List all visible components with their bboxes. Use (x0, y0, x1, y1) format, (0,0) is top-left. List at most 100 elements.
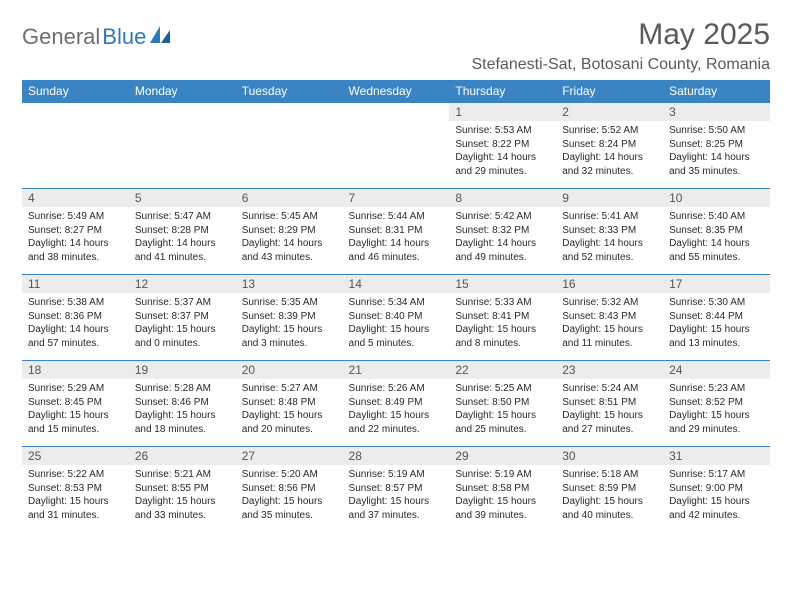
day-details: Sunrise: 5:22 AMSunset: 8:53 PMDaylight:… (22, 465, 129, 526)
day-number: 25 (22, 447, 129, 465)
day-number (236, 103, 343, 121)
day-detail-line: Sunset: 8:57 PM (349, 482, 444, 496)
day-detail-line: Daylight: 15 hours and 8 minutes. (455, 323, 550, 350)
day-detail-line: Daylight: 15 hours and 31 minutes. (28, 495, 123, 522)
day-detail-line: Daylight: 14 hours and 49 minutes. (455, 237, 550, 264)
day-detail-line: Sunset: 8:52 PM (669, 396, 764, 410)
day-detail-line: Sunrise: 5:20 AM (242, 468, 337, 482)
day-details: Sunrise: 5:53 AMSunset: 8:22 PMDaylight:… (449, 121, 556, 182)
day-details: Sunrise: 5:52 AMSunset: 8:24 PMDaylight:… (556, 121, 663, 182)
day-number: 17 (663, 275, 770, 293)
day-detail-line: Sunset: 8:48 PM (242, 396, 337, 410)
calendar-day-cell: 2Sunrise: 5:52 AMSunset: 8:24 PMDaylight… (556, 103, 663, 189)
calendar-day-cell (343, 103, 450, 189)
day-detail-line: Sunset: 8:53 PM (28, 482, 123, 496)
day-detail-line: Sunrise: 5:23 AM (669, 382, 764, 396)
calendar-week-row: 4Sunrise: 5:49 AMSunset: 8:27 PMDaylight… (22, 189, 770, 275)
day-number: 8 (449, 189, 556, 207)
day-detail-line: Sunset: 8:24 PM (562, 138, 657, 152)
day-number: 21 (343, 361, 450, 379)
calendar-day-cell: 24Sunrise: 5:23 AMSunset: 8:52 PMDayligh… (663, 361, 770, 447)
day-detail-line: Daylight: 14 hours and 57 minutes. (28, 323, 123, 350)
calendar-day-cell (22, 103, 129, 189)
day-detail-line: Daylight: 14 hours and 38 minutes. (28, 237, 123, 264)
day-number: 26 (129, 447, 236, 465)
brand-part2: Blue (102, 24, 146, 50)
day-detail-line: Sunset: 8:46 PM (135, 396, 230, 410)
day-details: Sunrise: 5:50 AMSunset: 8:25 PMDaylight:… (663, 121, 770, 182)
day-number: 22 (449, 361, 556, 379)
calendar-day-cell: 28Sunrise: 5:19 AMSunset: 8:57 PMDayligh… (343, 447, 450, 533)
day-details (343, 121, 450, 128)
day-detail-line: Daylight: 15 hours and 40 minutes. (562, 495, 657, 522)
weekday-header: Sunday (22, 80, 129, 103)
day-detail-line: Sunrise: 5:35 AM (242, 296, 337, 310)
day-detail-line: Daylight: 14 hours and 55 minutes. (669, 237, 764, 264)
day-number (22, 103, 129, 121)
header: GeneralBlue May 2025 Stefanesti-Sat, Bot… (22, 18, 770, 74)
day-number: 6 (236, 189, 343, 207)
day-detail-line: Sunrise: 5:33 AM (455, 296, 550, 310)
day-detail-line: Sunrise: 5:19 AM (349, 468, 444, 482)
day-details: Sunrise: 5:35 AMSunset: 8:39 PMDaylight:… (236, 293, 343, 354)
calendar-header-row: SundayMondayTuesdayWednesdayThursdayFrid… (22, 80, 770, 103)
day-detail-line: Sunrise: 5:45 AM (242, 210, 337, 224)
day-detail-line: Sunrise: 5:28 AM (135, 382, 230, 396)
day-detail-line: Daylight: 14 hours and 46 minutes. (349, 237, 444, 264)
day-number: 10 (663, 189, 770, 207)
day-number: 23 (556, 361, 663, 379)
day-details: Sunrise: 5:32 AMSunset: 8:43 PMDaylight:… (556, 293, 663, 354)
day-detail-line: Sunrise: 5:27 AM (242, 382, 337, 396)
day-number: 11 (22, 275, 129, 293)
day-number: 29 (449, 447, 556, 465)
day-detail-line: Daylight: 15 hours and 37 minutes. (349, 495, 444, 522)
day-number: 18 (22, 361, 129, 379)
day-detail-line: Daylight: 14 hours and 32 minutes. (562, 151, 657, 178)
day-detail-line: Sunrise: 5:34 AM (349, 296, 444, 310)
day-number: 13 (236, 275, 343, 293)
calendar-day-cell: 30Sunrise: 5:18 AMSunset: 8:59 PMDayligh… (556, 447, 663, 533)
day-detail-line: Sunrise: 5:25 AM (455, 382, 550, 396)
location-label: Stefanesti-Sat, Botosani County, Romania (471, 56, 770, 74)
calendar-day-cell: 23Sunrise: 5:24 AMSunset: 8:51 PMDayligh… (556, 361, 663, 447)
calendar-day-cell (129, 103, 236, 189)
day-detail-line: Sunset: 8:31 PM (349, 224, 444, 238)
day-details (22, 121, 129, 128)
day-detail-line: Sunrise: 5:49 AM (28, 210, 123, 224)
day-detail-line: Daylight: 14 hours and 41 minutes. (135, 237, 230, 264)
brand-part1: General (22, 24, 100, 50)
day-details: Sunrise: 5:18 AMSunset: 8:59 PMDaylight:… (556, 465, 663, 526)
day-number: 20 (236, 361, 343, 379)
day-number: 4 (22, 189, 129, 207)
day-details: Sunrise: 5:49 AMSunset: 8:27 PMDaylight:… (22, 207, 129, 268)
day-detail-line: Daylight: 15 hours and 3 minutes. (242, 323, 337, 350)
day-details: Sunrise: 5:44 AMSunset: 8:31 PMDaylight:… (343, 207, 450, 268)
weekday-header: Friday (556, 80, 663, 103)
day-detail-line: Daylight: 15 hours and 27 minutes. (562, 409, 657, 436)
day-detail-line: Daylight: 15 hours and 33 minutes. (135, 495, 230, 522)
day-detail-line: Sunrise: 5:37 AM (135, 296, 230, 310)
month-title: May 2025 (471, 18, 770, 52)
day-detail-line: Sunset: 8:36 PM (28, 310, 123, 324)
day-detail-line: Daylight: 15 hours and 22 minutes. (349, 409, 444, 436)
calendar-day-cell: 18Sunrise: 5:29 AMSunset: 8:45 PMDayligh… (22, 361, 129, 447)
day-detail-line: Daylight: 15 hours and 0 minutes. (135, 323, 230, 350)
calendar-day-cell: 13Sunrise: 5:35 AMSunset: 8:39 PMDayligh… (236, 275, 343, 361)
calendar-page: GeneralBlue May 2025 Stefanesti-Sat, Bot… (0, 0, 792, 543)
day-detail-line: Sunrise: 5:17 AM (669, 468, 764, 482)
day-details: Sunrise: 5:25 AMSunset: 8:50 PMDaylight:… (449, 379, 556, 440)
day-detail-line: Sunrise: 5:18 AM (562, 468, 657, 482)
day-detail-line: Sunrise: 5:38 AM (28, 296, 123, 310)
day-detail-line: Sunset: 8:49 PM (349, 396, 444, 410)
weekday-header: Monday (129, 80, 236, 103)
day-detail-line: Sunset: 8:50 PM (455, 396, 550, 410)
day-detail-line: Sunrise: 5:53 AM (455, 124, 550, 138)
day-detail-line: Daylight: 15 hours and 11 minutes. (562, 323, 657, 350)
day-detail-line: Sunset: 8:37 PM (135, 310, 230, 324)
day-details: Sunrise: 5:42 AMSunset: 8:32 PMDaylight:… (449, 207, 556, 268)
day-details (129, 121, 236, 128)
day-number: 15 (449, 275, 556, 293)
day-number: 7 (343, 189, 450, 207)
calendar-day-cell: 19Sunrise: 5:28 AMSunset: 8:46 PMDayligh… (129, 361, 236, 447)
day-details: Sunrise: 5:34 AMSunset: 8:40 PMDaylight:… (343, 293, 450, 354)
